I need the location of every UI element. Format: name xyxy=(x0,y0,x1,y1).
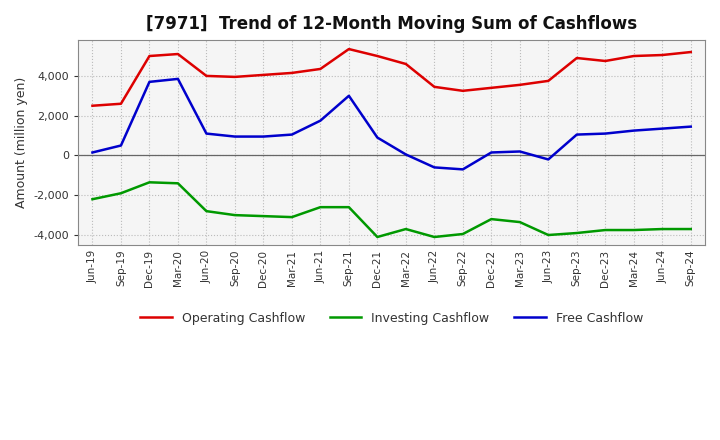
Free Cashflow xyxy=(287,132,296,137)
Free Cashflow xyxy=(373,135,382,140)
Free Cashflow xyxy=(202,131,211,136)
Investing Cashflow xyxy=(601,227,610,233)
Investing Cashflow xyxy=(88,197,96,202)
Operating Cashflow xyxy=(629,53,638,59)
Free Cashflow xyxy=(145,79,154,84)
Operating Cashflow xyxy=(402,61,410,66)
Free Cashflow xyxy=(174,76,182,81)
Operating Cashflow xyxy=(230,74,239,80)
Operating Cashflow xyxy=(601,59,610,64)
Investing Cashflow xyxy=(259,213,268,219)
Operating Cashflow xyxy=(487,85,495,91)
Line: Free Cashflow: Free Cashflow xyxy=(92,79,690,169)
Line: Operating Cashflow: Operating Cashflow xyxy=(92,49,690,106)
Operating Cashflow xyxy=(658,52,667,58)
Free Cashflow xyxy=(601,131,610,136)
Title: [7971]  Trend of 12-Month Moving Sum of Cashflows: [7971] Trend of 12-Month Moving Sum of C… xyxy=(146,15,637,33)
Free Cashflow xyxy=(117,143,125,148)
Operating Cashflow xyxy=(345,47,354,52)
Operating Cashflow xyxy=(202,73,211,79)
Free Cashflow xyxy=(459,167,467,172)
Investing Cashflow xyxy=(430,235,438,240)
Investing Cashflow xyxy=(230,213,239,218)
Investing Cashflow xyxy=(516,220,524,225)
Y-axis label: Amount (million yen): Amount (million yen) xyxy=(15,77,28,208)
Operating Cashflow xyxy=(259,72,268,77)
Operating Cashflow xyxy=(516,82,524,88)
Legend: Operating Cashflow, Investing Cashflow, Free Cashflow: Operating Cashflow, Investing Cashflow, … xyxy=(140,312,643,325)
Free Cashflow xyxy=(316,118,325,123)
Investing Cashflow xyxy=(287,214,296,220)
Operating Cashflow xyxy=(459,88,467,93)
Free Cashflow xyxy=(686,124,695,129)
Operating Cashflow xyxy=(287,70,296,76)
Operating Cashflow xyxy=(686,49,695,55)
Free Cashflow xyxy=(345,93,354,99)
Free Cashflow xyxy=(402,152,410,157)
Operating Cashflow xyxy=(316,66,325,72)
Operating Cashflow xyxy=(174,51,182,57)
Investing Cashflow xyxy=(459,231,467,237)
Operating Cashflow xyxy=(572,55,581,61)
Investing Cashflow xyxy=(686,227,695,232)
Free Cashflow xyxy=(658,126,667,131)
Free Cashflow xyxy=(544,157,553,162)
Investing Cashflow xyxy=(402,227,410,232)
Operating Cashflow xyxy=(430,84,438,89)
Free Cashflow xyxy=(629,128,638,133)
Free Cashflow xyxy=(259,134,268,139)
Investing Cashflow xyxy=(373,235,382,240)
Free Cashflow xyxy=(430,165,438,170)
Investing Cashflow xyxy=(145,180,154,185)
Operating Cashflow xyxy=(117,101,125,106)
Investing Cashflow xyxy=(316,205,325,210)
Investing Cashflow xyxy=(487,216,495,222)
Operating Cashflow xyxy=(373,53,382,59)
Operating Cashflow xyxy=(88,103,96,108)
Free Cashflow xyxy=(230,134,239,139)
Free Cashflow xyxy=(516,149,524,154)
Investing Cashflow xyxy=(572,231,581,236)
Investing Cashflow xyxy=(658,227,667,232)
Investing Cashflow xyxy=(174,181,182,186)
Free Cashflow xyxy=(572,132,581,137)
Free Cashflow xyxy=(487,150,495,155)
Investing Cashflow xyxy=(117,191,125,196)
Investing Cashflow xyxy=(345,205,354,210)
Investing Cashflow xyxy=(629,227,638,233)
Investing Cashflow xyxy=(544,232,553,238)
Operating Cashflow xyxy=(544,78,553,84)
Operating Cashflow xyxy=(145,53,154,59)
Line: Investing Cashflow: Investing Cashflow xyxy=(92,182,690,237)
Free Cashflow xyxy=(88,150,96,155)
Investing Cashflow xyxy=(202,209,211,214)
